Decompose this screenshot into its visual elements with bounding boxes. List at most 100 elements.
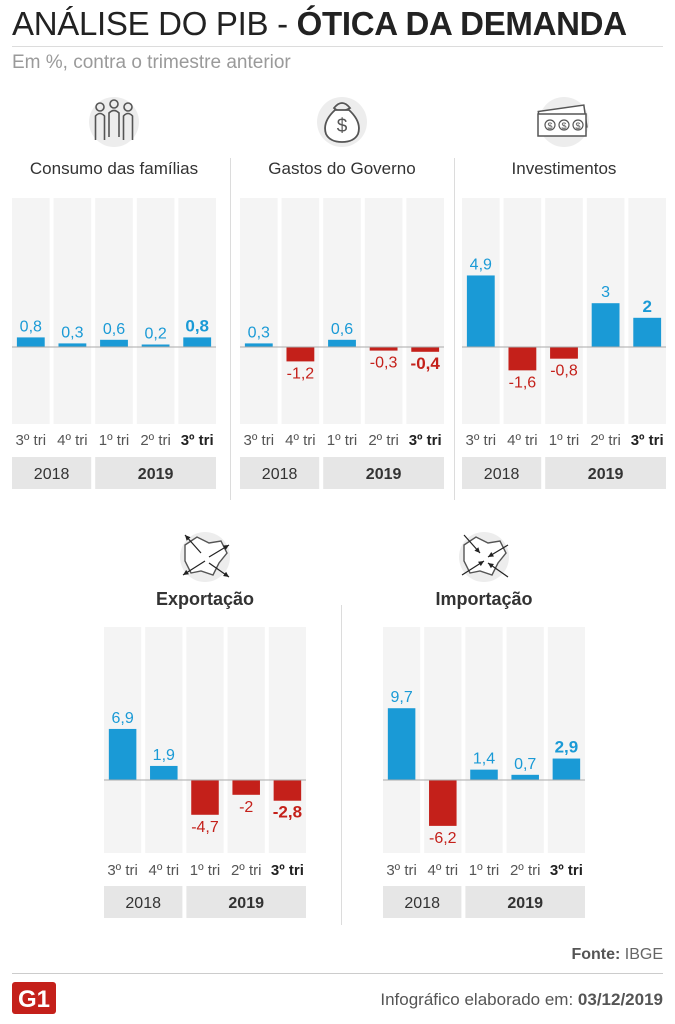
column-background [323,198,361,424]
bar-value-label: 2,9 [555,738,579,757]
bar-value-label: -6,2 [429,830,457,847]
import-map-icon [459,532,509,582]
year-band [95,457,216,489]
bar [232,780,260,795]
chart-title: Gastos do Governo [268,159,416,178]
bar [552,758,581,780]
bar [273,780,302,801]
column-background [465,627,503,853]
bar-value-label: 3 [601,284,610,301]
svg-text:$: $ [575,121,580,131]
source-label: Fonte: [571,946,621,963]
bar-value-label: 1,4 [473,751,495,768]
category-label: 4º tri [149,862,179,879]
g1-logo: G1 [12,982,56,1019]
title-bold: ÓTICA DA DEMANDA [296,5,627,42]
bar [369,347,398,351]
family-icon [89,97,139,147]
chart-consumo-familias: Consumo das famílias 0,8 3º tri 0,3 4º tri 0,… [12,90,216,490]
column-background [545,198,583,424]
bar [100,339,128,347]
bar-value-label: -0,4 [411,354,441,373]
bar [16,337,45,347]
bar-value-label: -1,2 [287,365,315,382]
source-credit: Fonte: IBGE [571,946,663,964]
chart-investimentos: Investimentos $ $ $4,9 3º tri -1,6 4º tri -0,8 1… [462,90,666,490]
bar [508,347,537,371]
column-background [268,627,306,853]
chart-gastos-governo: Gastos do Governo $0,3 3º tri -1,2 4º tri 0,6… [240,90,444,490]
category-label: 1º tri [99,432,129,449]
year-band [323,457,444,489]
year-label: 2019 [588,466,624,483]
year-band [240,457,320,489]
column-background [227,627,265,853]
chart-exportacao: Exportação 6,9 3º tri 1,9 4º tri -4,7 1º tri -2… [104,525,306,919]
bar [141,344,170,347]
category-label: 3º tri [271,862,304,879]
bar [591,303,620,347]
category-label: 3º tri [409,432,442,449]
chart-title: Exportação [155,589,255,609]
column-divider [454,158,455,500]
bar [387,708,416,780]
bar-value-label: 0,6 [103,321,125,338]
column-background [628,198,666,424]
bar [550,347,578,359]
category-label: 3º tri [550,862,583,879]
column-background [281,198,320,424]
column-background [12,198,50,424]
bar [150,765,178,780]
category-label: 1º tri [469,862,499,879]
bar [183,337,212,347]
category-label: 3º tri [107,862,137,879]
page-subtitle: Em %, contra o trimestre anterior [12,52,291,73]
chart-importacao: Importação 9,7 3º tri -6,2 4º tri 1,4 1º tri 0,… [383,525,585,919]
category-label: 3º tri [466,432,496,449]
column-background [145,627,183,853]
date-credit: Infográfico elaborado em: 03/12/2019 [380,990,663,1010]
svg-text:$: $ [337,116,348,137]
bar-value-label: -4,7 [191,819,219,836]
bar-value-label: 0,3 [248,324,270,341]
bar-value-label: -1,6 [509,374,537,391]
bar [411,347,440,352]
chart-svg: 0,8 3º tri 0,3 4º tri 0,6 1º tri 0,2 2º tri 0,8 3… [12,97,216,489]
year-band [462,457,542,489]
year-band [383,886,462,918]
category-label: 2º tri [510,862,540,879]
category-label: 1º tri [190,862,220,879]
category-label: 3º tri [16,432,46,449]
bar-value-label: -0,3 [370,355,398,372]
category-label: 4º tri [57,432,87,449]
category-label: 4º tri [507,432,537,449]
bar-value-label: -0,8 [550,363,578,380]
bar [511,774,539,780]
chart-svg: 9,7 3º tri -6,2 4º tri 1,4 1º tri 0,7 2º tri 2,9… [383,532,585,918]
credit-label: Infográfico elaborado em: [380,990,574,1009]
category-label: 2º tri [590,432,620,449]
svg-text:$: $ [547,121,552,131]
bar-value-label: 0,8 [185,316,209,335]
bar-value-label: -2 [239,799,253,816]
footer-divider [12,973,663,974]
year-band [12,457,92,489]
column-background [240,198,278,424]
year-label: 2018 [404,895,440,912]
bar [244,343,273,347]
category-label: 2º tri [231,862,261,879]
header-divider [12,46,663,47]
column-background [506,627,544,853]
bar [58,343,87,347]
bar [466,275,495,347]
column-background [406,198,444,424]
chart-title: Investimentos [511,159,617,178]
bar-value-label: 0,7 [514,756,536,773]
bar [108,728,137,780]
logo-text: G1 [18,986,50,1013]
page-title: ANÁLISE DO PIB - ÓTICA DA DEMANDA [12,4,627,44]
money-bag-icon: $ [317,97,367,147]
column-divider [341,605,342,925]
category-label: 2º tri [140,432,170,449]
bar [286,347,315,362]
